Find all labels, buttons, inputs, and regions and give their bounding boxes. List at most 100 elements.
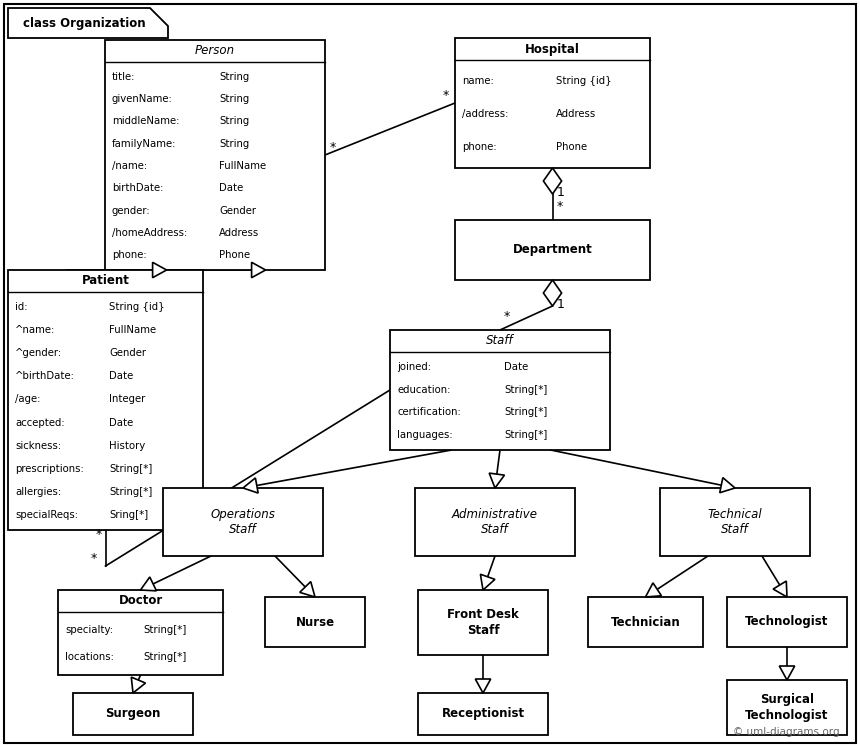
Text: String: String: [219, 94, 249, 104]
Text: String: String: [219, 139, 249, 149]
Text: *: *: [504, 310, 510, 323]
Text: givenName:: givenName:: [112, 94, 173, 104]
Text: Integer: Integer: [109, 394, 145, 404]
Text: FullName: FullName: [109, 325, 157, 335]
Text: String[*]: String[*]: [505, 407, 548, 418]
Polygon shape: [646, 583, 661, 597]
Text: Date: Date: [219, 183, 243, 193]
Bar: [727, 597, 847, 647]
Bar: [588, 597, 703, 647]
Text: certification:: certification:: [397, 407, 461, 418]
Text: ^gender:: ^gender:: [15, 348, 62, 359]
Text: Hospital: Hospital: [525, 43, 580, 55]
Polygon shape: [720, 477, 735, 493]
Text: sickness:: sickness:: [15, 441, 61, 450]
Text: Address: Address: [219, 228, 260, 238]
Text: name:: name:: [462, 76, 494, 86]
Bar: [390, 330, 610, 450]
Text: String[*]: String[*]: [144, 624, 187, 635]
Text: Department: Department: [513, 244, 593, 256]
Bar: [727, 680, 847, 735]
Text: specialReqs:: specialReqs:: [15, 510, 78, 520]
Text: phone:: phone:: [112, 250, 146, 261]
Text: Front Desk
Staff: Front Desk Staff: [447, 609, 519, 636]
Text: String[*]: String[*]: [505, 385, 548, 394]
Text: *: *: [330, 141, 336, 154]
Text: Date: Date: [505, 362, 529, 372]
Text: /homeAddress:: /homeAddress:: [112, 228, 187, 238]
Text: birthDate:: birthDate:: [112, 183, 163, 193]
Bar: [163, 488, 323, 556]
Text: String[*]: String[*]: [109, 464, 153, 474]
Text: String[*]: String[*]: [109, 487, 153, 497]
Text: Patient: Patient: [82, 274, 130, 288]
Text: 1: 1: [556, 186, 564, 199]
Text: locations:: locations:: [65, 652, 114, 662]
Text: middleName:: middleName:: [112, 117, 180, 126]
Polygon shape: [476, 679, 491, 693]
Text: ^name:: ^name:: [15, 325, 55, 335]
Text: String: String: [219, 72, 249, 81]
Text: String[*]: String[*]: [505, 430, 548, 440]
Bar: [105, 40, 325, 270]
Text: Person: Person: [195, 45, 235, 58]
Polygon shape: [489, 473, 505, 488]
Text: Phone: Phone: [556, 142, 587, 152]
Polygon shape: [252, 262, 266, 278]
Text: © uml-diagrams.org: © uml-diagrams.org: [734, 727, 840, 737]
Text: accepted:: accepted:: [15, 418, 64, 427]
Text: /address:: /address:: [462, 109, 508, 119]
Text: Surgical
Technologist: Surgical Technologist: [746, 693, 829, 722]
Text: Surgeon: Surgeon: [105, 707, 161, 721]
Text: joined:: joined:: [397, 362, 431, 372]
Text: Technician: Technician: [611, 616, 680, 628]
Text: Sring[*]: Sring[*]: [109, 510, 149, 520]
Text: String: String: [219, 117, 249, 126]
Text: phone:: phone:: [462, 142, 496, 152]
Bar: [455, 38, 650, 168]
Text: ^birthDate:: ^birthDate:: [15, 371, 75, 381]
Text: Doctor: Doctor: [119, 595, 163, 607]
Text: familyName:: familyName:: [112, 139, 176, 149]
Text: Administrative
Staff: Administrative Staff: [452, 508, 538, 536]
Text: Operations
Staff: Operations Staff: [211, 508, 275, 536]
Text: Staff: Staff: [486, 335, 513, 347]
Text: education:: education:: [397, 385, 451, 394]
Text: Technical
Staff: Technical Staff: [708, 508, 762, 536]
Text: History: History: [109, 441, 145, 450]
Polygon shape: [544, 280, 562, 306]
Bar: [660, 488, 810, 556]
Bar: [455, 220, 650, 280]
Text: languages:: languages:: [397, 430, 452, 440]
Text: specialty:: specialty:: [65, 624, 113, 635]
Bar: [415, 488, 575, 556]
Text: Receptionist: Receptionist: [441, 707, 525, 721]
Polygon shape: [779, 666, 795, 680]
Text: /name:: /name:: [112, 161, 147, 171]
Text: Phone: Phone: [219, 250, 250, 261]
Text: String {id}: String {id}: [109, 302, 165, 312]
Polygon shape: [300, 582, 315, 597]
Bar: [418, 590, 548, 655]
Text: Technologist: Technologist: [746, 616, 829, 628]
Text: FullName: FullName: [219, 161, 267, 171]
Polygon shape: [140, 577, 157, 591]
Text: Gender: Gender: [219, 205, 256, 216]
Polygon shape: [544, 168, 562, 194]
Text: String {id}: String {id}: [556, 76, 612, 86]
Polygon shape: [243, 478, 258, 493]
Text: Address: Address: [556, 109, 597, 119]
Polygon shape: [8, 8, 168, 38]
Bar: [58, 590, 223, 675]
Text: Date: Date: [109, 371, 133, 381]
Text: Gender: Gender: [109, 348, 146, 359]
Text: gender:: gender:: [112, 205, 150, 216]
Text: *: *: [556, 200, 562, 213]
Text: *: *: [90, 552, 96, 565]
Text: *: *: [95, 528, 101, 541]
Text: String[*]: String[*]: [144, 652, 187, 662]
Polygon shape: [152, 262, 167, 278]
Bar: [418, 693, 548, 735]
Text: prescriptions:: prescriptions:: [15, 464, 83, 474]
Polygon shape: [481, 574, 494, 590]
